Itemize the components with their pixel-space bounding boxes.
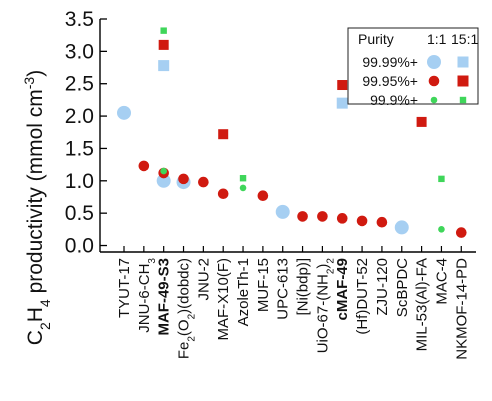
- data-point-circle-999-circle: [160, 167, 167, 175]
- category-label: JNU-6-CH3: [136, 258, 158, 333]
- data-point-circle-9995-circle: [217, 188, 229, 200]
- legend-circle-marker: [430, 96, 438, 104]
- data-point-circle-9999-circle: [275, 204, 290, 219]
- legend-ratio-label: 1:1: [427, 31, 447, 47]
- data-point-circle-9995-circle: [178, 173, 189, 185]
- y-tick-label: 3.0: [65, 40, 94, 63]
- legend-circle-marker: [428, 75, 440, 87]
- category-label: JNU-2: [195, 258, 212, 301]
- y-tick-label: 1.5: [65, 137, 94, 160]
- y-tick-label: 1.0: [65, 170, 94, 193]
- y-tick-label: 3.5: [65, 8, 94, 31]
- legend-box: [347, 27, 479, 105]
- category-label: ZJU-120: [374, 258, 391, 316]
- legend-circle-marker: [427, 55, 441, 69]
- legend: Purity 1:1 15:1 99.99%+ 99.95%+ 99.9%+: [347, 27, 479, 108]
- data-point-square-9995-square: [337, 80, 348, 91]
- category-label: NKMOF-14-PD: [453, 258, 470, 360]
- category-label: UPC-613: [275, 258, 292, 320]
- legend-ratio-label: 15:1: [451, 31, 478, 47]
- data-point-circle-9995-circle: [356, 215, 368, 227]
- data-point-square-9995-square: [158, 39, 169, 50]
- category-label: cMAF-49: [334, 258, 351, 321]
- data-point-square-999-square: [160, 27, 167, 34]
- category-label: [Ni(bdp)]: [295, 258, 312, 316]
- category-label: MAC-4: [433, 258, 450, 305]
- y-tick-label: 0.5: [65, 202, 94, 225]
- data-point-circle-999-circle: [239, 184, 247, 192]
- data-point-square-9999-square: [336, 97, 348, 109]
- legend-header: Purity: [358, 31, 394, 47]
- data-point-circle-999-circle: [438, 226, 445, 233]
- category-label: AzoleTh-1: [235, 258, 252, 326]
- category-label: ScBPDC: [394, 258, 411, 317]
- legend-purity-label: 99.99%+: [362, 54, 418, 70]
- category-label: UiO-67-(NH2)2: [314, 258, 336, 354]
- y-tick-label: 2.5: [65, 73, 94, 96]
- data-point-circle-9995-circle: [138, 160, 150, 172]
- y-axis-label: C2H4 productivity (mmol cm-3): [21, 70, 53, 345]
- data-point-circle-9995-circle: [297, 211, 308, 222]
- data-point-square-9995-square: [218, 129, 229, 140]
- category-label: (Hf)DUT-52: [354, 258, 371, 335]
- category-label: MAF-49-S3: [156, 258, 173, 336]
- category-label: MIL-53(Al)-FA: [414, 258, 431, 351]
- data-point-circle-9999-circle: [156, 173, 171, 188]
- data-point-circle-9999-circle: [117, 105, 131, 120]
- data-point-square-999-square: [438, 175, 445, 183]
- legend-purity-label: 99.95%+: [362, 73, 418, 89]
- data-point-square-9995-square: [416, 116, 427, 127]
- axes: 0.0 0.5 1.0 1.5 2.0 2.5 3.0 3.5 TYUT-17 JNU-6-CH3…: [65, 8, 476, 360]
- data-point-circle-9995-circle: [317, 211, 328, 222]
- category-label: MAF-X10(F): [215, 258, 232, 341]
- data-point-circle-9995-circle: [257, 190, 269, 201]
- data-point-circle-9995-circle: [198, 176, 209, 188]
- legend-purity-label: 99.9%+: [370, 92, 418, 108]
- data-point-square-999-square: [239, 175, 247, 182]
- y-tick-label: 0.0: [65, 235, 94, 258]
- data-marks: [117, 27, 467, 238]
- data-point-square-9999-square: [158, 60, 170, 72]
- category-label: TYUT-17: [116, 258, 133, 318]
- y-tick-label: 2.0: [65, 105, 94, 128]
- legend-square-marker: [457, 56, 469, 68]
- legend-square-marker: [457, 75, 469, 87]
- category-label: MUF-15: [255, 258, 272, 312]
- data-point-circle-9995-circle: [376, 216, 388, 228]
- data-point-circle-9995-circle: [336, 213, 348, 224]
- data-point-circle-9999-circle: [394, 220, 409, 235]
- axis-labels: C2H4 productivity (mmol cm-3): [21, 70, 53, 345]
- category-label: Fe2(O2)(dobdc): [176, 258, 198, 359]
- data-point-circle-9995-circle: [455, 227, 467, 238]
- legend-square-marker: [459, 96, 467, 104]
